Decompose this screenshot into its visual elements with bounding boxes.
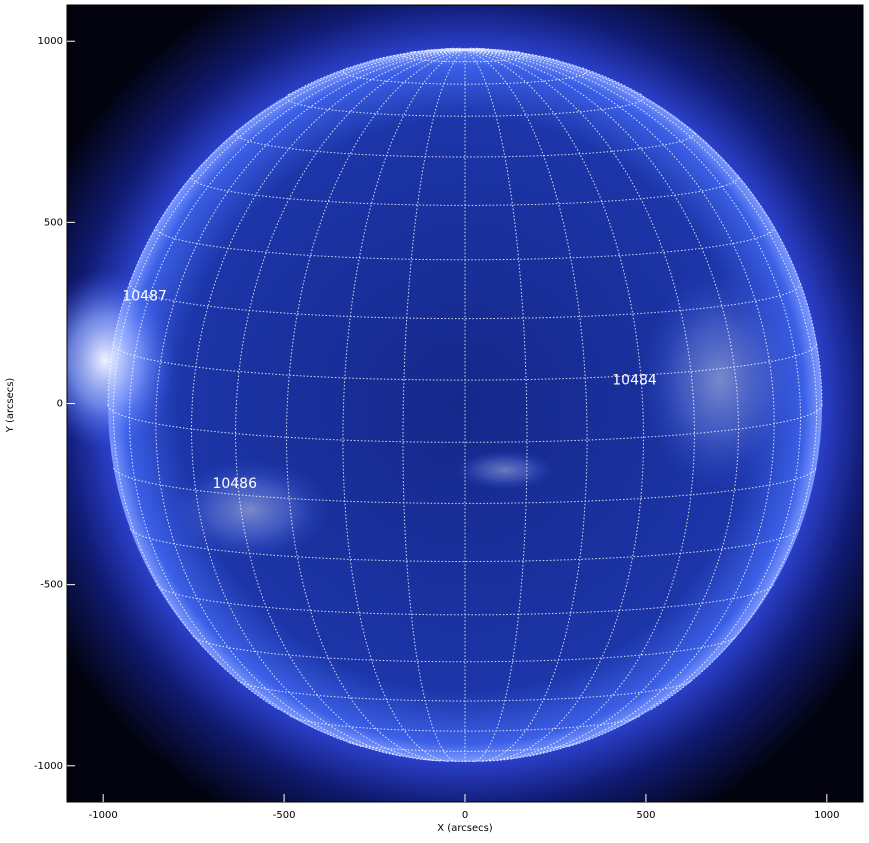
grid-curve bbox=[290, 715, 640, 732]
bright-region bbox=[455, 450, 555, 490]
y-tick-label: 1000 bbox=[38, 36, 63, 47]
grid-curve bbox=[237, 679, 693, 702]
grid-curve bbox=[348, 742, 582, 752]
bright-region bbox=[640, 270, 800, 490]
grid-curve bbox=[190, 174, 740, 206]
x-tick-label: -1000 bbox=[89, 810, 118, 821]
grid-curve bbox=[464, 48, 490, 51]
grid-curve bbox=[464, 49, 740, 760]
bright-region bbox=[170, 460, 330, 560]
grid-curve bbox=[426, 48, 466, 51]
bright-region bbox=[67, 270, 175, 450]
heliographic-grid bbox=[107, 47, 823, 763]
y-tick-label: 500 bbox=[44, 217, 63, 228]
grid-curve bbox=[464, 49, 528, 763]
x-tick-label: 500 bbox=[636, 810, 655, 821]
x-tick-label: -500 bbox=[273, 810, 296, 821]
grid-curve bbox=[288, 49, 466, 95]
y-tick-label: -1000 bbox=[34, 761, 63, 772]
grid-curve bbox=[372, 49, 466, 61]
grid-curve bbox=[458, 47, 466, 51]
x-axis-label: X (arcsecs) bbox=[437, 823, 493, 834]
grid-curve bbox=[464, 49, 588, 762]
region-label: 10486 bbox=[212, 476, 257, 492]
x-tick-label: 1000 bbox=[814, 810, 839, 821]
grid-curve bbox=[464, 49, 823, 406]
grid-curve bbox=[464, 49, 645, 762]
grid-curve bbox=[112, 49, 466, 710]
grid-curve bbox=[402, 49, 466, 763]
grid-curve bbox=[285, 49, 466, 762]
grid-curve bbox=[285, 93, 645, 117]
y-tick-label: 0 bbox=[57, 399, 63, 410]
grid-curve bbox=[128, 49, 466, 748]
region-label: 10484 bbox=[612, 372, 657, 388]
grid-curve bbox=[464, 47, 472, 51]
grid-curve bbox=[464, 49, 818, 710]
sun-disk bbox=[108, 48, 822, 762]
grid-curve bbox=[342, 49, 466, 762]
y-tick-label: -500 bbox=[40, 580, 63, 591]
grid-curve bbox=[128, 282, 802, 320]
region-label: 10487 bbox=[122, 288, 167, 304]
grid-curve bbox=[190, 49, 466, 760]
grid-curve bbox=[107, 49, 466, 406]
solar-image bbox=[67, 5, 863, 802]
grid-curve bbox=[464, 49, 642, 95]
grid-curve bbox=[464, 49, 802, 748]
grid-curve bbox=[234, 130, 696, 158]
y-axis-label: Y (arcsecs) bbox=[5, 378, 16, 434]
x-tick-label: 0 bbox=[462, 810, 468, 821]
